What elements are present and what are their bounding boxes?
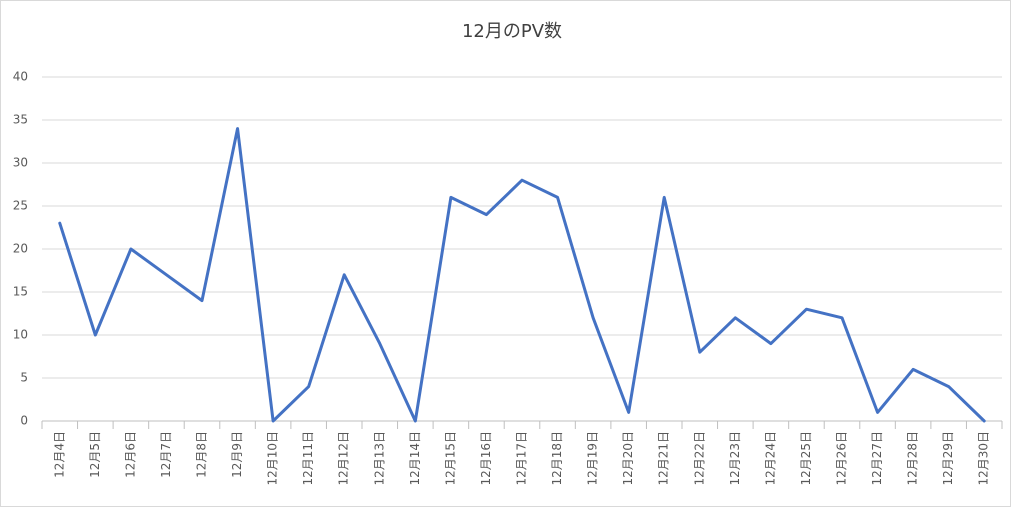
x-tick-label: 12月5日	[88, 431, 102, 478]
x-tick-label: 12月10日	[266, 431, 280, 486]
x-tick-label: 12月19日	[586, 431, 600, 486]
x-tick-label: 12月28日	[906, 431, 920, 486]
x-tick-label: 12月11日	[301, 431, 315, 486]
x-tick-label: 12月18日	[550, 431, 564, 486]
line-series	[58, 127, 986, 423]
x-tick-label: 12月4日	[52, 431, 66, 478]
x-tick-label: 12月26日	[835, 431, 849, 486]
x-tick-label: 12月9日	[230, 431, 244, 478]
chart-title: 12月のPV数	[462, 21, 562, 42]
x-tick-label: 12月15日	[443, 431, 457, 486]
y-tick-label: 10	[13, 328, 28, 342]
x-tick-label: 12月22日	[692, 431, 706, 486]
x-tick-label: 12月23日	[728, 431, 742, 486]
x-tick-label: 12月30日	[977, 431, 991, 486]
y-tick-label: 5	[20, 371, 28, 385]
x-tick-label: 12月27日	[870, 431, 884, 486]
x-tick-label: 12月20日	[621, 431, 635, 486]
x-tick-label: 12月14日	[408, 431, 422, 486]
y-tick-label: 30	[13, 156, 28, 170]
x-tick-label: 12月7日	[159, 431, 173, 478]
y-tick-label: 0	[20, 414, 28, 428]
x-tick-label: 12月6日	[123, 431, 137, 478]
y-tick-label: 20	[13, 242, 28, 256]
y-tick-label: 40	[13, 70, 28, 84]
x-tick-label: 12月17日	[515, 431, 529, 486]
x-tick-label: 12月13日	[372, 431, 386, 486]
y-tick-label: 15	[13, 285, 28, 299]
x-tick-label: 12月16日	[479, 431, 493, 486]
x-tick-label: 12月12日	[337, 431, 351, 486]
x-tick-label: 12月25日	[799, 431, 813, 486]
x-tick-label: 12月8日	[195, 431, 209, 478]
y-tick-label: 35	[13, 113, 28, 127]
x-tick-label: 12月21日	[657, 431, 671, 486]
y-tick-label: 25	[13, 199, 28, 213]
x-tick-label: 12月24日	[763, 431, 777, 486]
x-tick-label: 12月29日	[941, 431, 955, 486]
